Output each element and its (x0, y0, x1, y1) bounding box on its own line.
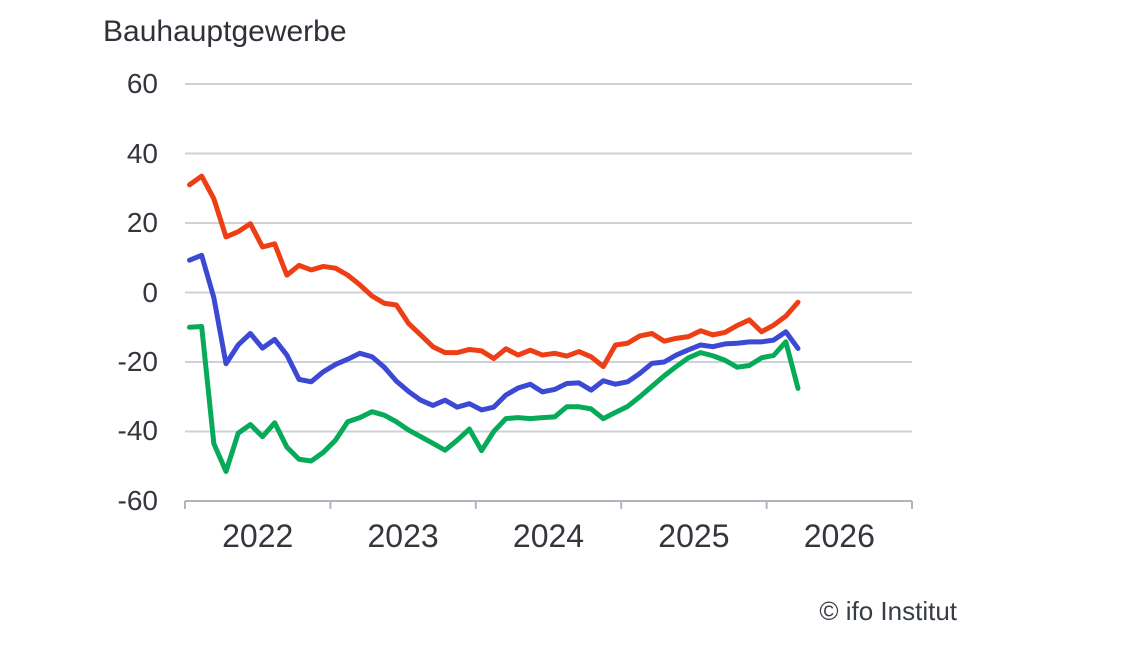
y-axis-label-0: 0 (142, 276, 158, 308)
x-axis-label-2024: 2024 (512, 518, 585, 554)
y-axis-label--40: -40 (117, 415, 158, 447)
y-axis-label--60: -60 (117, 484, 158, 516)
series-line-blue (187, 252, 801, 413)
y-axis-label-20: 20 (126, 207, 158, 238)
copyright-attribution: © ifo Institut (819, 596, 957, 626)
x-axis-label-2022: 2022 (222, 518, 294, 554)
x-axis-label-2023: 2023 (367, 518, 439, 554)
x-axis-label-2026: 2026 (803, 518, 875, 554)
series-line-green (187, 324, 801, 474)
y-axis-label--20: -20 (117, 345, 158, 377)
series-line-orange (187, 173, 801, 370)
chart-title: Bauhauptgewerbe (103, 15, 347, 48)
y-axis-label-40: 40 (126, 137, 158, 169)
x-axis-label-2025: 2025 (658, 518, 730, 554)
y-axis-label-60: 60 (126, 68, 158, 100)
